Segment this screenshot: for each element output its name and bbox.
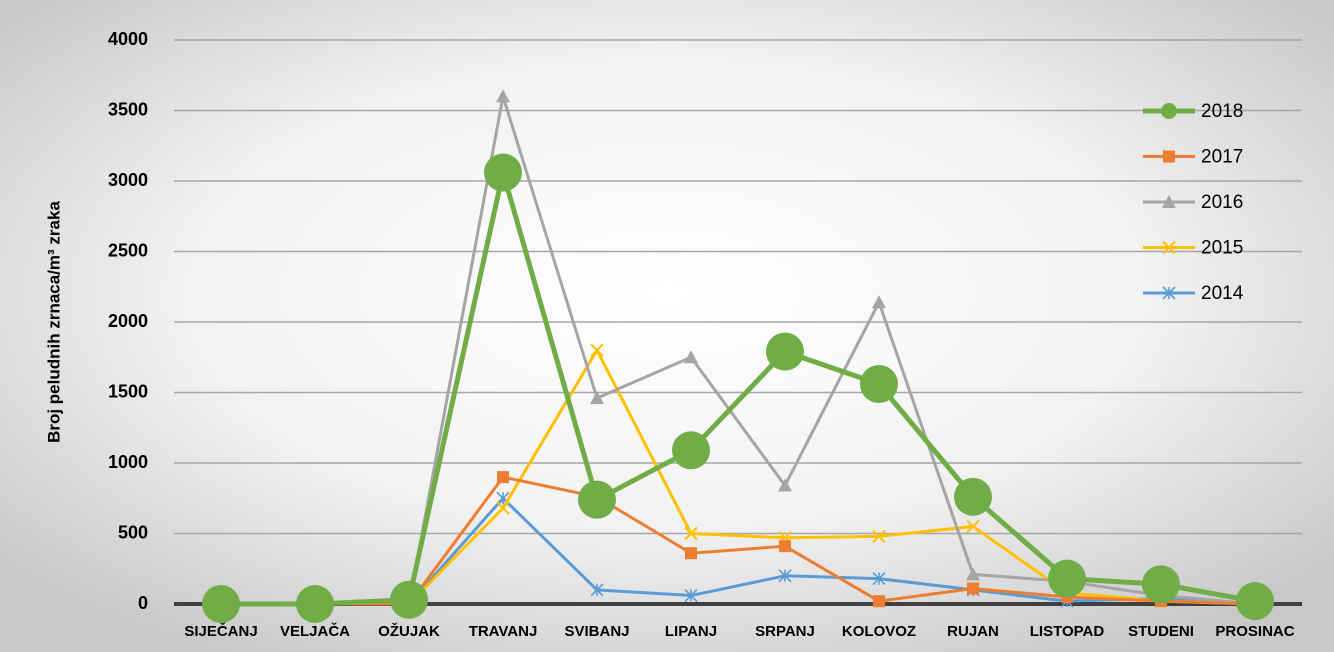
x-tick-label: OŽUJAK bbox=[378, 622, 440, 640]
marker bbox=[685, 547, 697, 560]
marker bbox=[672, 431, 710, 470]
x-tick-label: SVIBANJ bbox=[564, 623, 629, 640]
legend-marker bbox=[1162, 195, 1176, 208]
marker bbox=[860, 365, 898, 404]
marker bbox=[778, 569, 792, 583]
y-tick-label: 500 bbox=[118, 522, 148, 542]
marker bbox=[684, 350, 698, 364]
legend-marker bbox=[1162, 240, 1176, 255]
marker bbox=[497, 471, 509, 484]
marker bbox=[684, 588, 698, 603]
legend-marker bbox=[1161, 103, 1177, 119]
x-tick-label: SRPANJ bbox=[755, 623, 815, 640]
legend-label: 2017 bbox=[1201, 147, 1243, 168]
legend-label: 2016 bbox=[1201, 192, 1243, 213]
marker bbox=[1048, 559, 1086, 598]
marker bbox=[873, 595, 885, 608]
x-tick-label: PROSINAC bbox=[1215, 623, 1294, 640]
y-axis-label: Broj peludnih zrnaca/m³ zraka bbox=[44, 201, 63, 443]
y-tick-label: 1500 bbox=[108, 381, 148, 401]
y-tick-label: 2500 bbox=[108, 240, 148, 260]
x-tick-label: VELJAČA bbox=[280, 622, 350, 640]
marker bbox=[496, 89, 510, 103]
legend-marker bbox=[1163, 150, 1175, 163]
marker bbox=[779, 540, 791, 553]
marker bbox=[590, 583, 604, 597]
x-tick-label: STUDENI bbox=[1128, 623, 1194, 640]
marker bbox=[766, 332, 804, 371]
marker bbox=[202, 585, 240, 623]
y-tick-label: 1000 bbox=[108, 452, 148, 472]
marker bbox=[496, 501, 510, 515]
y-tick-label: 3500 bbox=[108, 99, 148, 119]
y-tick-label: 4000 bbox=[108, 29, 148, 49]
marker bbox=[684, 526, 698, 541]
marker bbox=[1142, 565, 1180, 604]
x-tick-label: SIJEČANJ bbox=[184, 622, 257, 640]
y-tick-label: 0 bbox=[138, 593, 148, 613]
x-tick-label: RUJAN bbox=[947, 623, 999, 640]
legend-label: 2018 bbox=[1201, 101, 1243, 122]
marker bbox=[872, 295, 886, 309]
marker bbox=[590, 343, 604, 357]
marker bbox=[1236, 582, 1274, 621]
legend-label: 2014 bbox=[1201, 283, 1244, 304]
y-tick-label: 3000 bbox=[108, 170, 148, 190]
marker bbox=[296, 585, 334, 623]
marker bbox=[872, 529, 886, 544]
marker bbox=[966, 519, 980, 534]
y-tick-label: 2000 bbox=[108, 311, 148, 331]
legend-label: 2015 bbox=[1201, 238, 1243, 259]
marker bbox=[484, 153, 522, 192]
marker bbox=[966, 567, 980, 581]
marker bbox=[578, 480, 616, 519]
marker bbox=[590, 391, 604, 405]
x-tick-label: TRAVANJ bbox=[469, 623, 538, 640]
x-tick-label: LISTOPAD bbox=[1030, 623, 1105, 640]
marker bbox=[872, 572, 886, 586]
x-tick-label: KOLOVOZ bbox=[842, 623, 916, 640]
legend-marker bbox=[1162, 286, 1176, 300]
marker bbox=[954, 477, 992, 516]
marker bbox=[778, 478, 792, 492]
marker bbox=[390, 580, 428, 619]
marker bbox=[967, 582, 979, 595]
x-tick-label: LIPANJ bbox=[665, 623, 717, 640]
